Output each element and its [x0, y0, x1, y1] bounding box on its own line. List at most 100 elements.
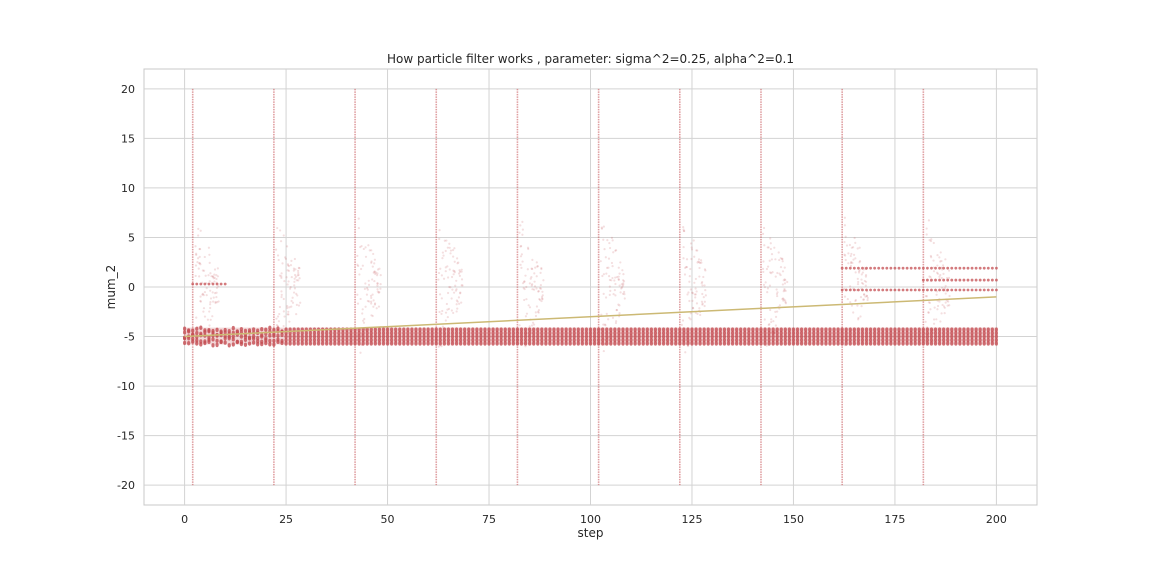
particle — [371, 265, 374, 268]
particle — [544, 337, 548, 343]
particle — [621, 327, 625, 332]
particle — [458, 269, 461, 272]
particle — [365, 330, 369, 336]
particle — [781, 297, 785, 300]
particle — [698, 266, 701, 270]
particle — [828, 341, 832, 346]
particle — [333, 330, 337, 336]
particle — [540, 295, 544, 298]
particle — [974, 337, 978, 343]
particle — [256, 339, 260, 344]
particle — [722, 341, 727, 346]
particle — [690, 248, 694, 251]
particle — [560, 334, 564, 339]
particle — [948, 304, 951, 307]
particle — [693, 255, 696, 258]
particle — [722, 327, 727, 332]
particle — [901, 341, 905, 346]
particle — [649, 334, 653, 339]
particle — [779, 257, 782, 260]
particle — [463, 337, 467, 343]
particle — [356, 263, 359, 266]
particle — [689, 288, 692, 291]
particle — [223, 340, 227, 345]
particle — [442, 337, 446, 343]
particle — [854, 257, 857, 260]
particle — [260, 327, 264, 332]
particle — [622, 283, 625, 286]
particle — [783, 289, 786, 292]
particle — [849, 285, 852, 288]
particle — [787, 337, 791, 343]
particle — [944, 301, 947, 304]
particle — [518, 324, 521, 327]
particle — [219, 329, 223, 334]
particle — [541, 294, 544, 297]
particle — [439, 267, 442, 270]
particle — [893, 337, 897, 343]
particle — [782, 299, 785, 302]
particle — [491, 334, 495, 339]
particle — [459, 334, 463, 339]
particle — [284, 256, 287, 259]
particle — [970, 334, 974, 339]
particle — [704, 269, 707, 272]
particle — [247, 335, 252, 340]
particle — [390, 334, 394, 339]
particle — [990, 341, 994, 346]
particle — [832, 330, 836, 336]
particle — [203, 282, 207, 286]
particle — [495, 327, 499, 332]
particle — [615, 308, 618, 312]
particle — [520, 244, 523, 248]
particle — [774, 275, 777, 278]
particle — [296, 341, 300, 346]
particle — [353, 330, 357, 336]
particle — [368, 300, 371, 303]
particle — [572, 337, 576, 343]
particle — [377, 291, 380, 294]
particle — [379, 283, 382, 286]
particle — [701, 284, 704, 287]
particle — [602, 273, 606, 276]
particle — [962, 266, 966, 270]
particle — [686, 334, 690, 339]
particle — [235, 329, 239, 334]
particle — [625, 337, 629, 343]
particle — [198, 262, 201, 265]
x-tick-label: 175 — [884, 513, 905, 526]
particle — [706, 327, 710, 332]
particle — [312, 337, 317, 343]
particle — [467, 327, 471, 332]
particle — [932, 259, 935, 262]
particle — [771, 330, 775, 336]
particle — [858, 259, 862, 263]
particle — [702, 334, 706, 339]
particle — [385, 341, 390, 346]
particle — [617, 303, 620, 306]
particle — [612, 251, 615, 254]
particle — [844, 327, 848, 332]
particle — [601, 274, 604, 278]
particle — [633, 337, 637, 343]
particle — [685, 258, 689, 261]
particle — [463, 330, 467, 336]
particle — [688, 280, 691, 283]
particle — [849, 254, 852, 258]
particle — [358, 273, 361, 276]
particle — [743, 334, 747, 339]
particle — [846, 297, 849, 301]
particle — [942, 305, 946, 308]
particle — [617, 327, 621, 332]
particle — [710, 341, 714, 346]
particle — [212, 296, 215, 299]
particle — [187, 341, 191, 346]
particle — [824, 327, 828, 332]
particle — [452, 255, 455, 258]
particle — [970, 327, 974, 332]
particle — [454, 341, 459, 346]
particle — [280, 332, 284, 338]
particle — [454, 327, 459, 332]
particle — [816, 337, 820, 343]
particle — [948, 294, 951, 298]
